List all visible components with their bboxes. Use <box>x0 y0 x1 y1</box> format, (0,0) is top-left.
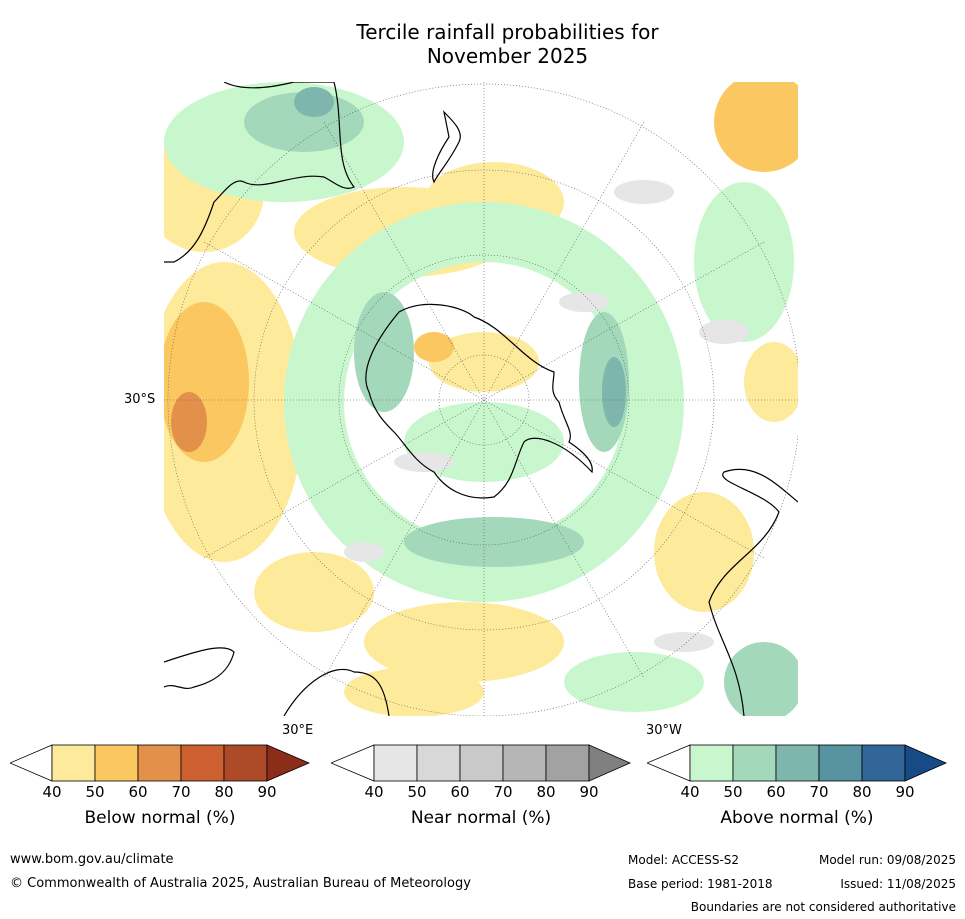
title-line-1: Tercile rainfall probabilities for <box>356 20 659 44</box>
tick-near-60: 60 <box>450 783 470 801</box>
new-zealand-outline <box>432 110 461 184</box>
tick-near-80: 80 <box>536 783 556 801</box>
south-america-outline <box>708 468 798 716</box>
lon-label-30e: 30°E <box>282 723 314 738</box>
polar-map-svg <box>164 82 798 716</box>
legend-title-above: Above normal (%) <box>720 808 874 828</box>
legend-title-near: Near normal (%) <box>410 808 552 828</box>
tick-near-90: 90 <box>579 783 599 801</box>
legend-title-below: Below normal (%) <box>84 808 236 828</box>
africa-outline <box>164 647 235 690</box>
tick-below-80: 80 <box>214 783 234 801</box>
colorbar-near <box>331 744 631 782</box>
near-normal-regions <box>344 180 749 652</box>
australia-outline <box>164 82 355 263</box>
title-line-2: November 2025 <box>426 44 589 68</box>
africa-outline-2 <box>283 668 390 716</box>
tick-near-50: 50 <box>407 783 427 801</box>
tick-near-70: 70 <box>493 783 513 801</box>
footer-copyright: © Commonwealth of Australia 2025, Austra… <box>10 876 471 891</box>
map-title: Tercile rainfall probabilities for Novem… <box>0 20 965 68</box>
colorbar-below <box>10 744 310 782</box>
tick-above-60: 60 <box>766 783 786 801</box>
tick-below-40: 40 <box>42 783 62 801</box>
tick-below-60: 60 <box>128 783 148 801</box>
tick-below-90: 90 <box>257 783 277 801</box>
tick-above-70: 70 <box>809 783 829 801</box>
tick-below-50: 50 <box>85 783 105 801</box>
tick-below-70: 70 <box>171 783 191 801</box>
tick-above-50: 50 <box>723 783 743 801</box>
footer-disclaimer: Boundaries are not considered authoritat… <box>690 900 956 914</box>
antarctica-outline <box>365 303 593 499</box>
footer-model: Model: ACCESS-S2 <box>628 853 740 867</box>
tick-above-40: 40 <box>680 783 700 801</box>
footer-base-period: Base period: 1981-2018 <box>628 877 773 891</box>
lon-label-30w: 30°W <box>646 723 682 738</box>
lat-label-30s: 30°S <box>124 392 156 407</box>
tick-above-80: 80 <box>852 783 872 801</box>
graticule <box>164 82 798 716</box>
footer-url[interactable]: www.bom.gov.au/climate <box>10 852 174 867</box>
footer-model-run: Model run: 09/08/2025 <box>818 853 956 867</box>
tick-near-40: 40 <box>364 783 384 801</box>
colorbar-above <box>647 744 947 782</box>
polar-map <box>164 82 798 716</box>
footer-issued: Issued: 11/08/2025 <box>840 877 956 891</box>
tick-above-90: 90 <box>895 783 915 801</box>
